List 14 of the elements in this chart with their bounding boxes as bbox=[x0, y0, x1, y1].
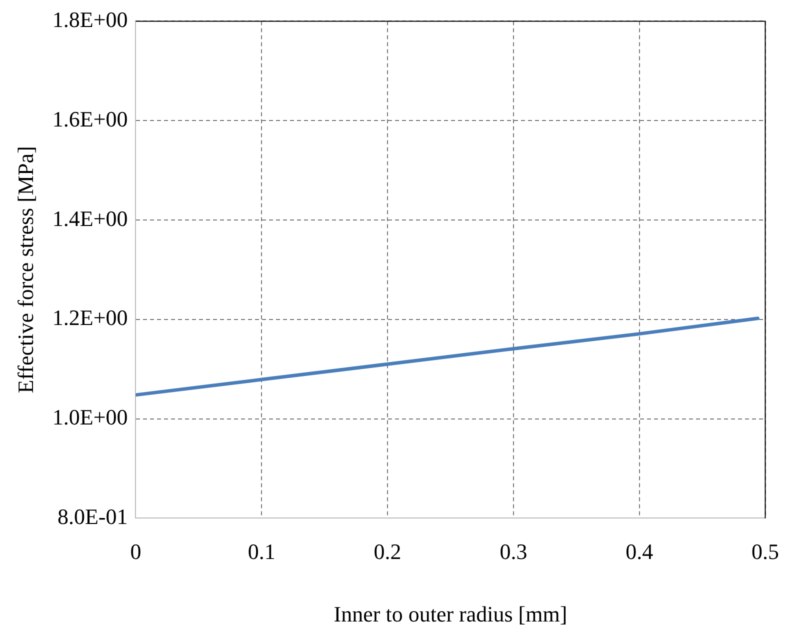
y-tick-label: 1.2E+00 bbox=[52, 305, 128, 330]
x-tick-label: 0.3 bbox=[500, 539, 528, 564]
y-tick-label: 1.4E+00 bbox=[52, 206, 128, 231]
y-axis-title: Effective force stress [MPa] bbox=[12, 146, 38, 394]
x-axis-title: Inner to outer radius [mm] bbox=[334, 602, 568, 627]
x-tick-label: 0.4 bbox=[626, 539, 654, 564]
x-tick-label: 0 bbox=[130, 539, 142, 564]
x-tick-label: 0.5 bbox=[752, 539, 779, 564]
y-tick-label: 1.8E+00 bbox=[52, 6, 128, 32]
y-tick-label: 1.0E+00 bbox=[52, 404, 128, 430]
y-tick-label: 1.6E+00 bbox=[52, 106, 128, 132]
x-tick-label: 0.1 bbox=[248, 539, 276, 564]
x-tick-label: 0.2 bbox=[374, 539, 402, 564]
y-tick-label: 8.0E-01 bbox=[57, 504, 128, 529]
